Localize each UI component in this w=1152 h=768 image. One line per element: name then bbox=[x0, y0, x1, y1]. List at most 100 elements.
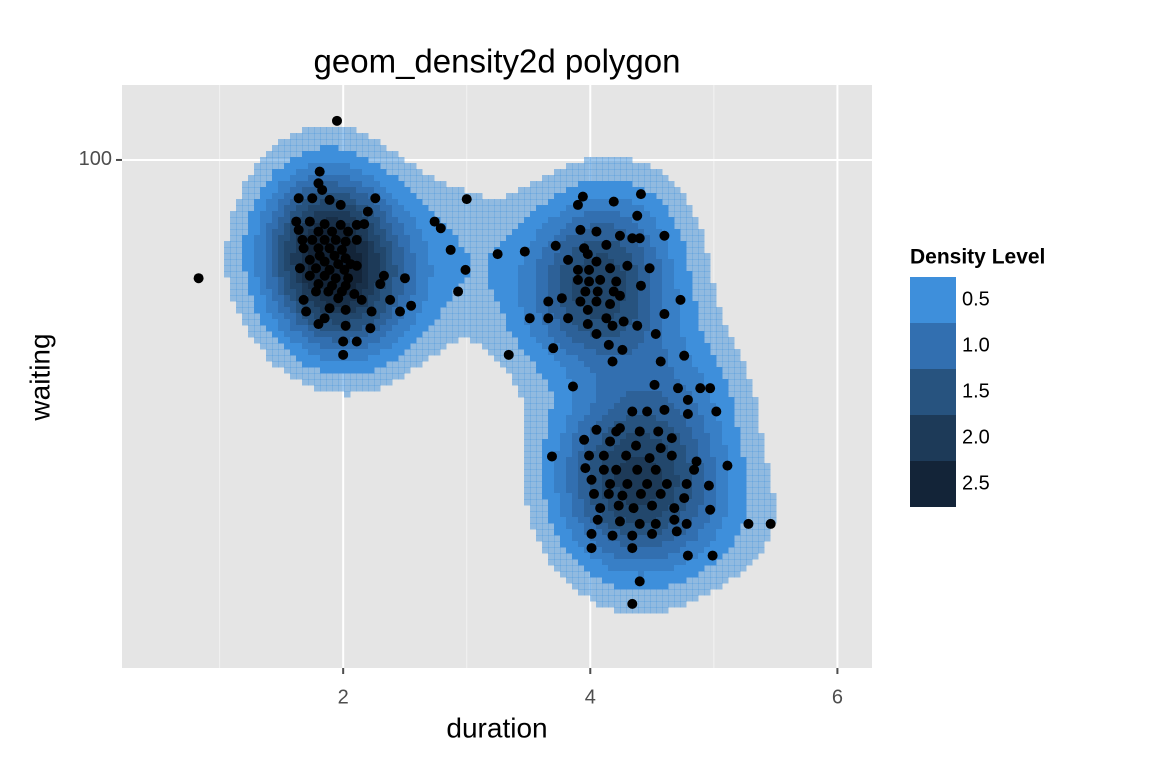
density-cell bbox=[248, 205, 255, 212]
density-cell bbox=[560, 289, 567, 296]
density-cell bbox=[302, 379, 309, 386]
density-cell bbox=[578, 457, 585, 464]
density-cell bbox=[656, 283, 663, 290]
density-cell bbox=[254, 289, 261, 296]
density-cell bbox=[416, 235, 423, 242]
density-cell bbox=[560, 241, 567, 248]
density-cell bbox=[434, 271, 441, 278]
density-cell bbox=[632, 559, 639, 566]
density-cell bbox=[314, 205, 321, 212]
density-cell bbox=[728, 451, 735, 458]
density-cell bbox=[614, 577, 621, 584]
density-cell bbox=[434, 199, 441, 206]
density-cell bbox=[674, 247, 681, 254]
density-cell bbox=[410, 199, 417, 206]
density-cell bbox=[524, 439, 531, 446]
density-cell bbox=[230, 235, 237, 242]
density-cell bbox=[680, 463, 687, 470]
density-cell bbox=[746, 439, 753, 446]
density-cell bbox=[236, 199, 243, 206]
density-cell bbox=[560, 571, 567, 578]
density-cell bbox=[506, 223, 513, 230]
density-cell bbox=[542, 499, 549, 506]
density-cell bbox=[566, 325, 573, 332]
density-cell bbox=[644, 271, 651, 278]
density-cell bbox=[590, 565, 597, 572]
density-cell bbox=[254, 283, 261, 290]
density-cell bbox=[758, 439, 765, 446]
density-cell bbox=[314, 151, 321, 158]
data-point bbox=[591, 424, 602, 435]
density-cell bbox=[296, 331, 303, 338]
density-cell bbox=[452, 241, 459, 248]
density-cell bbox=[554, 397, 561, 404]
density-cell bbox=[410, 193, 417, 200]
density-cell bbox=[728, 385, 735, 392]
density-cell bbox=[584, 397, 591, 404]
density-cell bbox=[422, 289, 429, 296]
density-cell bbox=[530, 367, 537, 374]
density-cell bbox=[356, 313, 363, 320]
density-cell bbox=[530, 325, 537, 332]
density-cell bbox=[248, 193, 255, 200]
density-cell bbox=[590, 337, 597, 344]
density-cell bbox=[416, 319, 423, 326]
density-cell bbox=[584, 157, 591, 164]
density-cell bbox=[326, 181, 333, 188]
density-cell bbox=[644, 523, 651, 530]
density-cell bbox=[680, 211, 687, 218]
density-cell bbox=[686, 253, 693, 260]
density-cell bbox=[554, 337, 561, 344]
density-cell bbox=[680, 319, 687, 326]
density-cell bbox=[674, 583, 681, 590]
density-cell bbox=[410, 175, 417, 182]
density-cell bbox=[602, 385, 609, 392]
data-point bbox=[586, 474, 597, 485]
density-cell bbox=[428, 265, 435, 272]
density-cell bbox=[332, 169, 339, 176]
density-cell bbox=[548, 211, 555, 218]
legend-key bbox=[910, 415, 956, 461]
density-cell bbox=[740, 487, 747, 494]
density-cell bbox=[548, 253, 555, 260]
density-cell bbox=[326, 349, 333, 356]
density-cell bbox=[686, 235, 693, 242]
density-cell bbox=[542, 175, 549, 182]
density-cell bbox=[716, 427, 723, 434]
density-cell bbox=[686, 379, 693, 386]
density-cell bbox=[596, 223, 603, 230]
density-cell bbox=[302, 253, 309, 260]
density-cell bbox=[662, 415, 669, 422]
density-cell bbox=[350, 385, 357, 392]
density-cell bbox=[338, 271, 345, 278]
density-cell bbox=[416, 169, 423, 176]
density-cell bbox=[530, 523, 537, 530]
density-cell bbox=[716, 397, 723, 404]
density-cell bbox=[668, 385, 675, 392]
density-cell bbox=[710, 415, 717, 422]
density-cell bbox=[638, 415, 645, 422]
data-point bbox=[608, 196, 619, 207]
density-cell bbox=[554, 457, 561, 464]
density-cell bbox=[674, 415, 681, 422]
density-cell bbox=[320, 145, 327, 152]
density-cell bbox=[740, 385, 747, 392]
density-cell bbox=[686, 217, 693, 224]
density-cell bbox=[326, 373, 333, 380]
density-cell bbox=[722, 361, 729, 368]
density-cell bbox=[242, 241, 249, 248]
density-cell bbox=[626, 475, 633, 482]
density-cell bbox=[572, 313, 579, 320]
density-cell bbox=[608, 259, 615, 266]
density-cell bbox=[596, 373, 603, 380]
density-cell bbox=[692, 241, 699, 248]
density-cell bbox=[380, 211, 387, 218]
density-cell bbox=[464, 325, 471, 332]
density-cell bbox=[722, 415, 729, 422]
density-cell bbox=[506, 361, 513, 368]
density-cell bbox=[590, 499, 597, 506]
density-cell bbox=[422, 343, 429, 350]
density-cell bbox=[404, 247, 411, 254]
density-cell bbox=[560, 409, 567, 416]
density-cell bbox=[566, 187, 573, 194]
